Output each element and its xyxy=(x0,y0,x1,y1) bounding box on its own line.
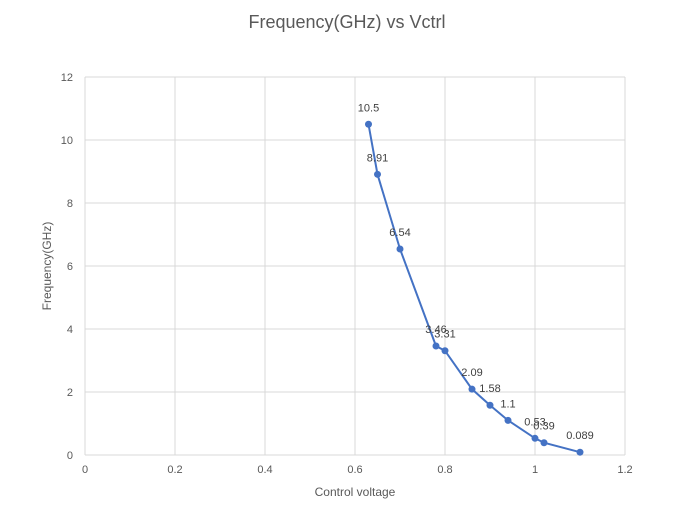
data-point xyxy=(365,120,372,128)
plot-grid xyxy=(84,76,626,456)
data-label: 0.39 xyxy=(533,421,554,433)
data-label: 2.09 xyxy=(461,367,482,379)
series-line xyxy=(367,124,581,454)
data-label: 6.54 xyxy=(389,227,410,239)
data-point xyxy=(468,385,476,393)
y-axis-ticks: 0 2 4 6 8 10 12 xyxy=(61,72,73,462)
data-label: 0.089 xyxy=(566,430,594,442)
data-point xyxy=(531,434,539,442)
data-label: 0.53 xyxy=(524,416,545,428)
data-label: 10.5 xyxy=(358,102,379,114)
data-label: 8.91 xyxy=(367,152,388,164)
x-tick-label: 1 xyxy=(532,464,538,476)
x-tick-label: 1.2 xyxy=(617,464,632,476)
y-tick-label: 8 xyxy=(67,198,73,210)
data-point xyxy=(504,416,512,424)
data-point xyxy=(374,170,381,178)
series-frequency xyxy=(365,120,584,456)
data-point xyxy=(576,448,584,456)
data-point xyxy=(396,245,404,253)
data-label: 1.58 xyxy=(479,383,500,395)
x-tick-label: 0.4 xyxy=(257,464,272,476)
data-label: 1.1 xyxy=(500,398,515,410)
y-tick-label: 0 xyxy=(67,450,73,462)
data-labels: 10.5 8.91 6.54 3.463.31 2.09 1.581.1 0.530.39 0… xyxy=(358,102,594,442)
y-axis-label: Frequency(GHz) xyxy=(40,222,54,311)
y-tick-label: 4 xyxy=(67,324,73,336)
y-tick-label: 10 xyxy=(61,135,73,147)
data-label: 3.46 xyxy=(425,324,446,336)
data-point xyxy=(540,439,548,447)
x-axis-ticks: 0 0.2 0.4 0.6 0.8 1 1.2 xyxy=(82,464,633,476)
data-point xyxy=(486,401,494,409)
x-tick-label: 0.8 xyxy=(437,464,452,476)
y-tick-label: 12 xyxy=(61,72,73,84)
data-point xyxy=(441,347,449,355)
data-point xyxy=(432,342,440,350)
x-tick-label: 0 xyxy=(82,464,88,476)
y-tick-label: 6 xyxy=(67,261,73,273)
y-tick-label: 2 xyxy=(67,387,73,399)
data-label: 3.31 xyxy=(434,329,455,341)
x-tick-label: 0.6 xyxy=(347,464,362,476)
x-axis-label: Control voltage xyxy=(315,485,396,499)
chart-title: Frequency(GHz) vs Vctrl xyxy=(248,12,445,32)
x-tick-label: 0.2 xyxy=(167,464,182,476)
